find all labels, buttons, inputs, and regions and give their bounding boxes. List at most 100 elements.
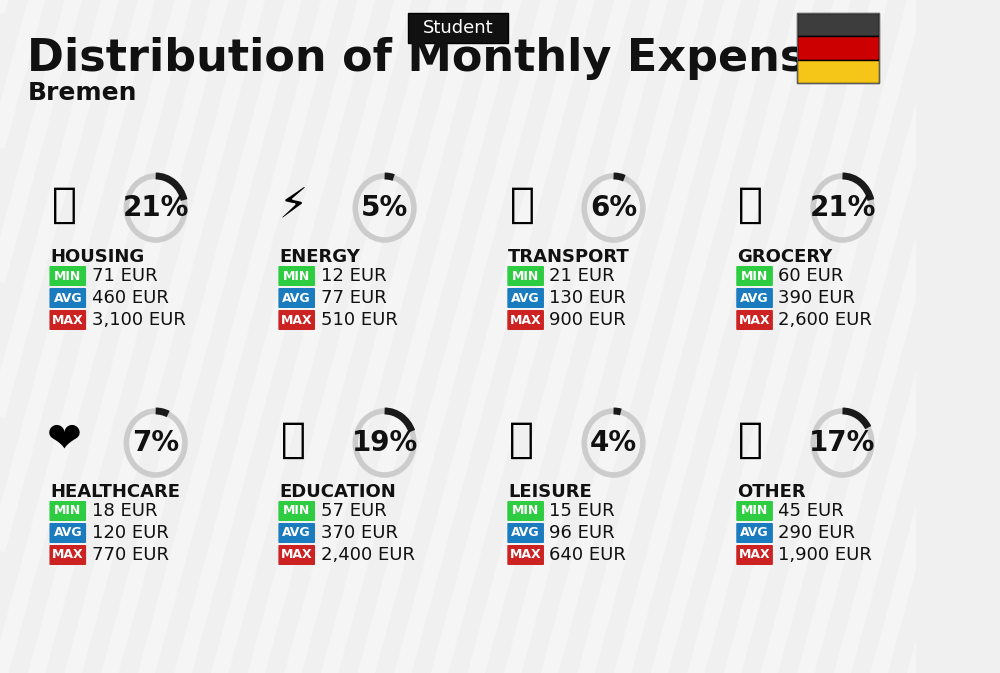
- Text: 900 EUR: 900 EUR: [549, 311, 626, 329]
- Text: AVG: AVG: [511, 291, 540, 304]
- Text: 21%: 21%: [122, 194, 189, 222]
- Text: 6%: 6%: [590, 194, 637, 222]
- Text: 96 EUR: 96 EUR: [549, 524, 615, 542]
- Text: 4%: 4%: [590, 429, 637, 457]
- Text: Distribution of Monthly Expenses: Distribution of Monthly Expenses: [27, 36, 863, 79]
- Text: MAX: MAX: [281, 548, 313, 561]
- FancyBboxPatch shape: [49, 310, 86, 330]
- Text: 45 EUR: 45 EUR: [778, 502, 844, 520]
- Text: MIN: MIN: [54, 269, 81, 283]
- Text: 390 EUR: 390 EUR: [778, 289, 855, 307]
- FancyBboxPatch shape: [278, 501, 315, 521]
- Text: 60 EUR: 60 EUR: [778, 267, 844, 285]
- FancyBboxPatch shape: [736, 310, 773, 330]
- FancyBboxPatch shape: [736, 288, 773, 308]
- Text: MAX: MAX: [510, 548, 541, 561]
- Text: 71 EUR: 71 EUR: [92, 267, 157, 285]
- Text: 640 EUR: 640 EUR: [549, 546, 626, 564]
- Text: LEISURE: LEISURE: [508, 483, 592, 501]
- Text: 130 EUR: 130 EUR: [549, 289, 626, 307]
- FancyBboxPatch shape: [278, 523, 315, 543]
- Text: 🏢: 🏢: [52, 184, 77, 226]
- Text: 2,600 EUR: 2,600 EUR: [778, 311, 872, 329]
- Text: HOUSING: HOUSING: [50, 248, 145, 266]
- Text: AVG: AVG: [511, 526, 540, 540]
- Text: HEALTHCARE: HEALTHCARE: [50, 483, 180, 501]
- Text: 57 EUR: 57 EUR: [321, 502, 386, 520]
- FancyBboxPatch shape: [797, 60, 879, 83]
- FancyBboxPatch shape: [49, 288, 86, 308]
- FancyBboxPatch shape: [278, 310, 315, 330]
- Text: AVG: AVG: [282, 526, 311, 540]
- FancyBboxPatch shape: [278, 545, 315, 565]
- Text: MIN: MIN: [54, 505, 81, 518]
- Text: 15 EUR: 15 EUR: [549, 502, 615, 520]
- Text: MIN: MIN: [512, 269, 539, 283]
- Text: 🎓: 🎓: [281, 419, 306, 461]
- Text: AVG: AVG: [740, 526, 769, 540]
- Text: 1,900 EUR: 1,900 EUR: [778, 546, 872, 564]
- Text: Student: Student: [423, 19, 493, 37]
- Text: 21 EUR: 21 EUR: [549, 267, 615, 285]
- FancyBboxPatch shape: [49, 266, 86, 286]
- FancyBboxPatch shape: [408, 13, 508, 43]
- Text: MAX: MAX: [52, 548, 84, 561]
- Text: AVG: AVG: [740, 291, 769, 304]
- FancyBboxPatch shape: [49, 501, 86, 521]
- FancyBboxPatch shape: [736, 545, 773, 565]
- Text: 2,400 EUR: 2,400 EUR: [321, 546, 415, 564]
- Text: 770 EUR: 770 EUR: [92, 546, 169, 564]
- Text: 🛍️: 🛍️: [509, 419, 534, 461]
- Text: MAX: MAX: [281, 314, 313, 326]
- Text: AVG: AVG: [282, 291, 311, 304]
- FancyBboxPatch shape: [507, 545, 544, 565]
- FancyBboxPatch shape: [797, 13, 879, 36]
- Text: OTHER: OTHER: [737, 483, 806, 501]
- Text: MIN: MIN: [741, 505, 768, 518]
- Text: Bremen: Bremen: [27, 81, 137, 105]
- Text: 5%: 5%: [361, 194, 408, 222]
- Text: 7%: 7%: [132, 429, 179, 457]
- Text: 17%: 17%: [809, 429, 876, 457]
- Text: TRANSPORT: TRANSPORT: [508, 248, 630, 266]
- FancyBboxPatch shape: [507, 523, 544, 543]
- FancyBboxPatch shape: [507, 288, 544, 308]
- Text: 460 EUR: 460 EUR: [92, 289, 168, 307]
- FancyBboxPatch shape: [507, 310, 544, 330]
- FancyBboxPatch shape: [278, 266, 315, 286]
- Text: 510 EUR: 510 EUR: [321, 311, 397, 329]
- FancyBboxPatch shape: [49, 545, 86, 565]
- Text: MIN: MIN: [283, 505, 310, 518]
- FancyBboxPatch shape: [797, 36, 879, 60]
- FancyBboxPatch shape: [736, 266, 773, 286]
- FancyBboxPatch shape: [278, 288, 315, 308]
- Text: ENERGY: ENERGY: [279, 248, 360, 266]
- Text: 👛: 👛: [738, 419, 763, 461]
- Text: 120 EUR: 120 EUR: [92, 524, 168, 542]
- Text: 12 EUR: 12 EUR: [321, 267, 386, 285]
- Text: MIN: MIN: [512, 505, 539, 518]
- Text: 🚌: 🚌: [509, 184, 534, 226]
- FancyBboxPatch shape: [507, 266, 544, 286]
- Text: AVG: AVG: [53, 291, 82, 304]
- Text: 21%: 21%: [809, 194, 876, 222]
- Text: MAX: MAX: [52, 314, 84, 326]
- Text: MIN: MIN: [283, 269, 310, 283]
- Text: MIN: MIN: [741, 269, 768, 283]
- Text: ⚡: ⚡: [278, 184, 308, 226]
- Text: 370 EUR: 370 EUR: [321, 524, 398, 542]
- Text: 🛒: 🛒: [738, 184, 763, 226]
- FancyBboxPatch shape: [49, 523, 86, 543]
- Text: 18 EUR: 18 EUR: [92, 502, 157, 520]
- Text: ❤️: ❤️: [47, 419, 82, 461]
- Text: MAX: MAX: [510, 314, 541, 326]
- FancyBboxPatch shape: [507, 501, 544, 521]
- Text: MAX: MAX: [739, 548, 770, 561]
- Text: 3,100 EUR: 3,100 EUR: [92, 311, 185, 329]
- Text: 77 EUR: 77 EUR: [321, 289, 386, 307]
- Text: EDUCATION: EDUCATION: [279, 483, 396, 501]
- Text: AVG: AVG: [53, 526, 82, 540]
- Text: MAX: MAX: [739, 314, 770, 326]
- FancyBboxPatch shape: [736, 523, 773, 543]
- Text: 19%: 19%: [351, 429, 418, 457]
